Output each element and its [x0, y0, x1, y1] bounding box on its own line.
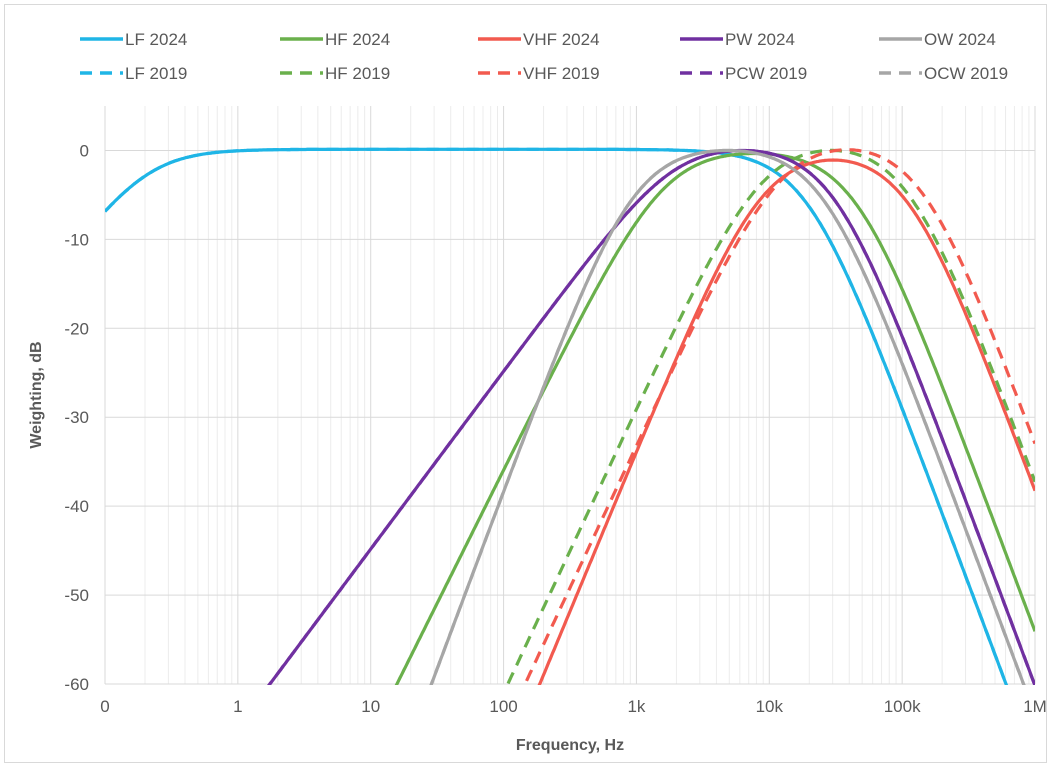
- series-line-lf-2024: [105, 147, 1009, 685]
- series-line-lf-2019: [105, 147, 1009, 685]
- y-axis-title: Weighting, dB: [28, 341, 45, 448]
- series-line-vhf-2024: [537, 158, 1035, 685]
- series-line-pw-2024: [267, 148, 1035, 685]
- y-tick-label: -60: [64, 675, 89, 694]
- series-line-ow-2024: [429, 148, 1026, 685]
- y-tick-label: -30: [64, 408, 89, 427]
- y-tick-label: -50: [64, 586, 89, 605]
- series-line-vhf-2019: [522, 148, 1035, 685]
- legend-label: PCW 2019: [725, 64, 807, 83]
- legend-label: LF 2019: [125, 64, 187, 83]
- x-tick-label: 1M: [1023, 697, 1047, 716]
- legend-label: LF 2024: [125, 30, 187, 49]
- legend-label: VHF 2019: [523, 64, 600, 83]
- x-tick-label: 100: [489, 697, 517, 716]
- series-line-hf-2024: [394, 151, 1035, 685]
- legend-label: OW 2024: [924, 30, 996, 49]
- legend-label: VHF 2024: [523, 30, 600, 49]
- legend-label: OCW 2019: [924, 64, 1008, 83]
- y-tick-label: -20: [64, 319, 89, 338]
- x-tick-label: 10: [361, 697, 380, 716]
- y-tick-label: -40: [64, 497, 89, 516]
- x-tick-label: 10k: [756, 697, 784, 716]
- grid: [104, 106, 1036, 685]
- tick-labels: 0 1 10 100 1k 10k 100k 1M 0 -10 -20 -30 -40 -50 -60: [64, 141, 1046, 716]
- x-tick-label: 1k: [627, 697, 645, 716]
- x-axis-title: Frequency, Hz: [516, 737, 624, 754]
- legend-label: HF 2024: [325, 30, 390, 49]
- y-tick-label: -10: [64, 230, 89, 249]
- series-line-hf-2019: [505, 148, 1035, 685]
- x-tick-label: 1: [233, 697, 242, 716]
- x-tick-label: 0: [100, 697, 109, 716]
- x-tick-label: 100k: [884, 697, 921, 716]
- legend: LF 2024 HF 2024 VHF 2024 PW 2024 OW 2024 LF 2…: [80, 30, 1008, 83]
- chart-frame: [4, 4, 1047, 763]
- series-line-ocw-2019: [429, 148, 1026, 685]
- series-line-pcw-2019: [267, 148, 1035, 685]
- legend-label: PW 2024: [725, 30, 795, 49]
- legend-label: HF 2019: [325, 64, 390, 83]
- series-lines: [105, 147, 1035, 685]
- y-tick-label: 0: [80, 141, 89, 160]
